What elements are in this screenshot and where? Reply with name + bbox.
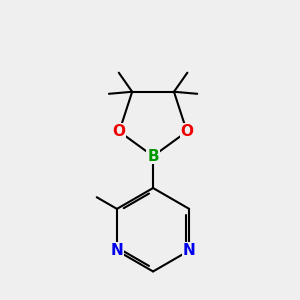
Text: B: B: [147, 148, 159, 164]
Text: O: O: [180, 124, 194, 139]
Text: N: N: [183, 243, 196, 258]
Text: N: N: [111, 243, 123, 258]
Text: O: O: [113, 124, 126, 139]
